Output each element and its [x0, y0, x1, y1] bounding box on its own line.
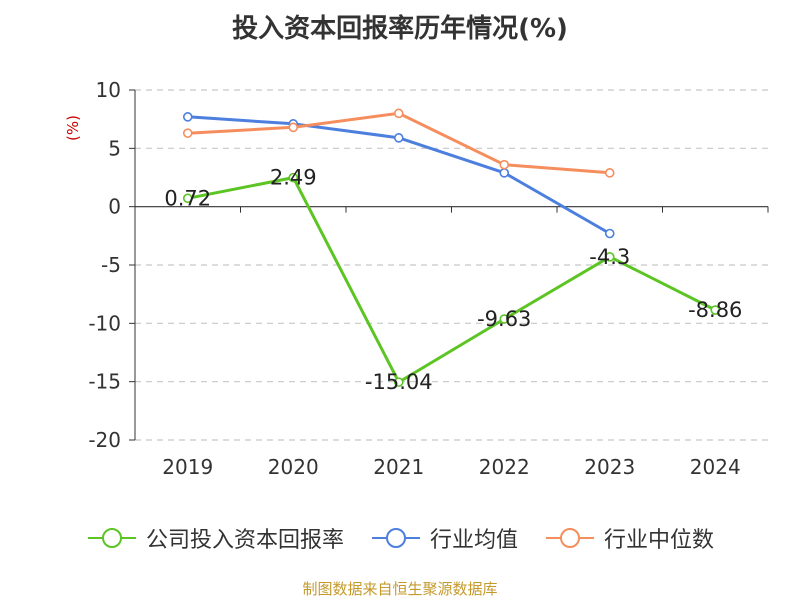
data-point: [604, 168, 615, 178]
data-label: -4.3: [589, 245, 630, 269]
x-tick-label: 2023: [584, 455, 635, 479]
y-tick-label: 0: [108, 195, 121, 219]
y-tick-label: -20: [88, 428, 121, 452]
data-label: 0.72: [164, 186, 211, 210]
y-tick-label: -10: [88, 311, 121, 335]
series-line: [186, 176, 717, 384]
legend-marker-icon: [371, 528, 420, 548]
data-point: [604, 252, 615, 262]
legend-item[interactable]: 行业中位数: [544, 522, 714, 554]
legend-marker-icon: [546, 528, 594, 548]
legend-marker-icon: [87, 528, 136, 548]
legend-item[interactable]: 公司投入资本回报率: [86, 522, 344, 554]
legend-label: 行业中位数: [604, 528, 715, 553]
data-point: [499, 314, 510, 324]
data-point: [604, 228, 615, 239]
x-tick-label: 2020: [268, 455, 319, 479]
y-tick-label: -5: [101, 253, 121, 277]
data-point: [182, 128, 193, 138]
data-point: [499, 168, 510, 178]
legend-label: 公司投入资本回报率: [145, 528, 344, 553]
data-label: 2.49: [270, 166, 317, 190]
data-label: -15.04: [365, 370, 433, 394]
x-tick-label: 2021: [373, 455, 424, 479]
y-axis-unit-label: (%): [64, 115, 82, 141]
x-tick-label: 2024: [690, 455, 741, 479]
data-source-note: 制图数据来自恒生聚源数据库: [302, 580, 498, 598]
data-point: [499, 159, 510, 170]
x-tick-label: 2019: [162, 455, 213, 479]
data-point: [393, 133, 404, 143]
data-label: -9.63: [477, 307, 531, 331]
data-point: [182, 112, 193, 122]
y-tick-label: 5: [108, 136, 121, 160]
legend-label: 行业均值: [429, 528, 518, 553]
y-tick-label: 10: [96, 78, 121, 102]
chart-title: 投入资本回报率历年情况(%): [232, 14, 568, 44]
data-point: [288, 122, 299, 133]
legend-item[interactable]: 行业均值: [370, 522, 518, 554]
data-label: -8.86: [688, 298, 742, 322]
y-tick-label: -15: [88, 370, 121, 394]
data-point: [710, 305, 721, 315]
x-tick-label: 2022: [479, 455, 530, 479]
chart-legend: 公司投入资本回报率 行业均值 行业中位数: [0, 520, 800, 556]
data-point: [182, 193, 193, 204]
data-point: [288, 172, 299, 183]
data-point: [393, 108, 404, 119]
data-point: [393, 377, 404, 387]
